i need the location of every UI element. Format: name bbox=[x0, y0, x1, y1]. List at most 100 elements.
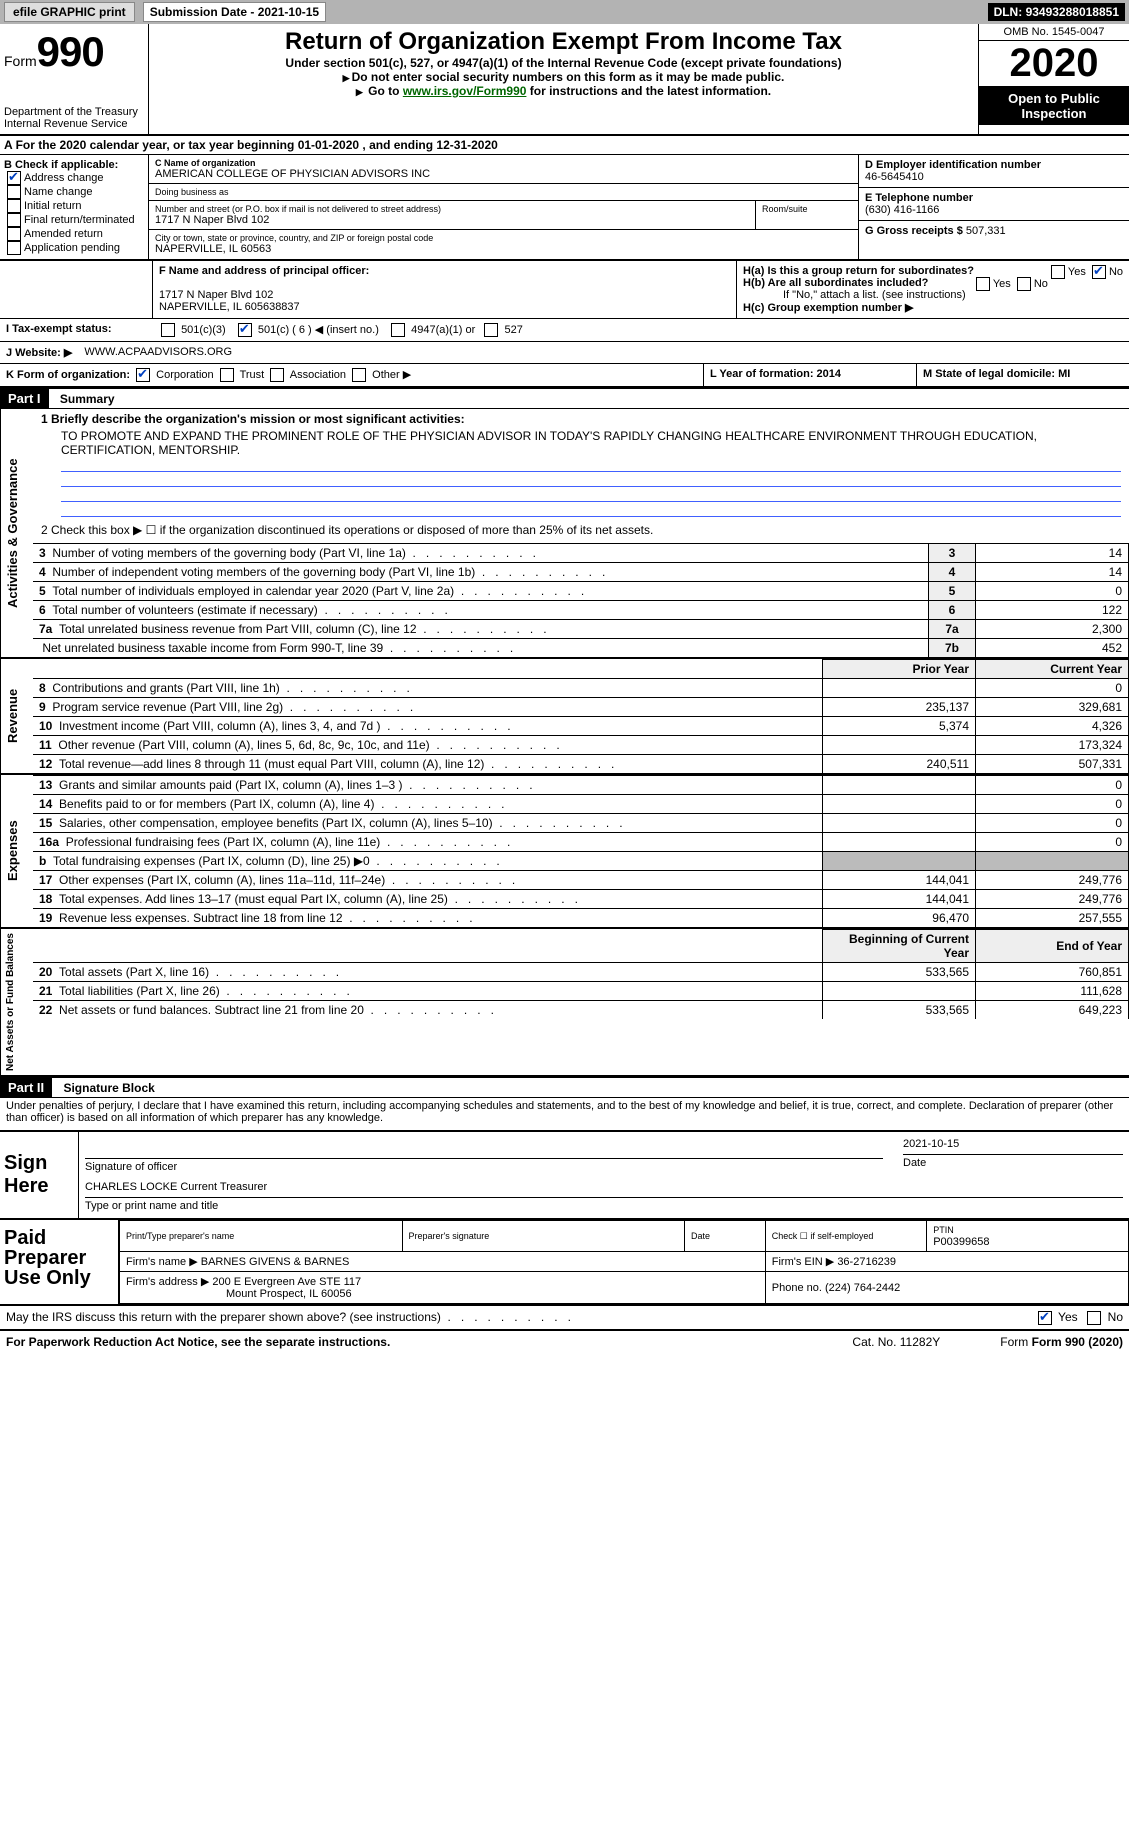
footer-row: For Paperwork Reduction Act Notice, see … bbox=[0, 1331, 1129, 1353]
opt-assoc: Association bbox=[290, 369, 346, 381]
row-klm: K Form of organization: Corporation Trus… bbox=[0, 364, 1129, 388]
discuss-row: May the IRS discuss this return with the… bbox=[0, 1306, 1129, 1331]
form-title-block: Form990 Department of the Treasury Inter… bbox=[0, 24, 1129, 136]
section-revenue: Revenue Prior Year Current Year 8 Contri… bbox=[0, 659, 1129, 775]
table-row: 20 Total assets (Part X, line 16) 533,56… bbox=[33, 963, 1129, 982]
table-lines-3-7: 3 Number of voting members of the govern… bbox=[33, 543, 1129, 657]
row-f-h: F Name and address of principal officer:… bbox=[0, 261, 1129, 319]
firm-addr2: Mount Prospect, IL 60056 bbox=[226, 1288, 352, 1300]
h-c-row: H(c) Group exemption number ▶ bbox=[743, 301, 1123, 314]
mission-text: TO PROMOTE AND EXPAND THE PROMINENT ROLE… bbox=[33, 429, 1129, 457]
goto-post: for instructions and the latest informat… bbox=[526, 84, 771, 98]
part2-title: Signature Block bbox=[63, 1081, 154, 1095]
phone-value: (630) 416-1166 bbox=[865, 204, 939, 216]
ein-cell: D Employer identification number 46-5645… bbox=[859, 155, 1129, 188]
side-revenue: Revenue bbox=[0, 659, 33, 773]
ein-label: D Employer identification number bbox=[865, 159, 1041, 171]
prep-row-3: Firm's address ▶ 200 E Evergreen Ave STE… bbox=[120, 1272, 1129, 1304]
state-domicile: M State of legal domicile: MI bbox=[923, 368, 1070, 380]
table-row: 16a Professional fundraising fees (Part … bbox=[33, 833, 1129, 852]
opt-501c3: 501(c)(3) bbox=[181, 324, 226, 336]
chk-address-change[interactable]: Address change bbox=[4, 171, 144, 185]
dept-treasury: Department of the Treasury bbox=[4, 106, 144, 118]
discuss-no-chk[interactable] bbox=[1087, 1311, 1101, 1325]
form-title: Return of Organization Exempt From Incom… bbox=[153, 28, 974, 56]
chk-application-pending-label: Application pending bbox=[24, 242, 120, 254]
h-b-yes: Yes bbox=[993, 278, 1011, 290]
section-governance: Activities & Governance 1 Briefly descri… bbox=[0, 409, 1129, 659]
efile-print-button[interactable]: efile GRAPHIC print bbox=[4, 2, 135, 22]
chk-527[interactable] bbox=[484, 323, 498, 337]
row-k-label: K Form of organization: bbox=[6, 369, 130, 381]
room-label: Room/suite bbox=[762, 204, 852, 214]
chk-final-return[interactable]: Final return/terminated bbox=[4, 213, 144, 227]
table-row: 18 Total expenses. Add lines 13–17 (must… bbox=[33, 890, 1129, 909]
addr-label: Number and street (or P.O. box if mail i… bbox=[155, 204, 749, 214]
table-row: 13 Grants and similar amounts paid (Part… bbox=[33, 776, 1129, 795]
discuss-yes-chk[interactable] bbox=[1038, 1311, 1052, 1325]
part1-bar: Part I Summary bbox=[0, 388, 1129, 409]
chk-application-pending[interactable]: Application pending bbox=[4, 241, 144, 255]
firm-addr-label: Firm's address ▶ bbox=[126, 1276, 209, 1288]
chk-501c3[interactable] bbox=[161, 323, 175, 337]
chk-name-change[interactable]: Name change bbox=[4, 185, 144, 199]
gross-receipts-label: G Gross receipts $ bbox=[865, 225, 966, 237]
prep-row-1: Print/Type preparer's name Preparer's si… bbox=[120, 1221, 1129, 1252]
city-value: NAPERVILLE, IL 60563 bbox=[155, 243, 852, 255]
form-number: 990 bbox=[37, 28, 104, 75]
table-row: 3 Number of voting members of the govern… bbox=[33, 544, 1129, 563]
form-title-center: Return of Organization Exempt From Incom… bbox=[149, 24, 978, 134]
website-label: J Website: ▶ bbox=[0, 342, 78, 363]
form-subtitle-2: Do not enter social security numbers on … bbox=[153, 70, 974, 84]
prep-h2: Preparer's signature bbox=[409, 1231, 490, 1241]
addr-row: Number and street (or P.O. box if mail i… bbox=[149, 201, 858, 230]
irs-link[interactable]: www.irs.gov/Form990 bbox=[403, 84, 527, 98]
chk-amended-return[interactable]: Amended return bbox=[4, 227, 144, 241]
box-b: B Check if applicable: Address change Na… bbox=[0, 155, 149, 259]
firm-phone: (224) 764-2442 bbox=[825, 1282, 900, 1294]
mission-rule-1 bbox=[61, 457, 1121, 472]
table-row: 17 Other expenses (Part IX, column (A), … bbox=[33, 871, 1129, 890]
table-row: 7a Total unrelated business revenue from… bbox=[33, 620, 1129, 639]
h-b-label: H(b) Are all subordinates included? bbox=[743, 277, 928, 289]
dln-label: DLN: bbox=[994, 5, 1026, 19]
table-expenses: 13 Grants and similar amounts paid (Part… bbox=[33, 775, 1129, 927]
phone-label: E Telephone number bbox=[865, 192, 973, 204]
chk-other[interactable] bbox=[352, 368, 366, 382]
firm-ein-label: Firm's EIN ▶ bbox=[772, 1256, 835, 1268]
box-c: C Name of organization AMERICAN COLLEGE … bbox=[149, 155, 858, 259]
gross-receipts-cell: G Gross receipts $ 507,331 bbox=[859, 221, 1129, 241]
opt-corp: Corporation bbox=[156, 369, 213, 381]
table-row: 5 Total number of individuals employed i… bbox=[33, 582, 1129, 601]
chk-address-change-label: Address change bbox=[24, 172, 104, 184]
hdr-begin-year: Beginning of Current Year bbox=[823, 930, 976, 963]
sig-officer-label: Signature of officer bbox=[85, 1161, 177, 1173]
section-expenses: Expenses 13 Grants and similar amounts p… bbox=[0, 775, 1129, 929]
sign-here-label: Sign Here bbox=[0, 1132, 79, 1218]
city-cell: City or town, state or province, country… bbox=[149, 230, 858, 258]
table-row: 12 Total revenue—add lines 8 through 11 … bbox=[33, 755, 1129, 774]
form-subtitle-1: Under section 501(c), 527, or 4947(a)(1)… bbox=[153, 56, 974, 70]
table-row: b Total fundraising expenses (Part IX, c… bbox=[33, 852, 1129, 871]
prep-row-2: Firm's name ▶ BARNES GIVENS & BARNES Fir… bbox=[120, 1252, 1129, 1272]
chk-corp[interactable] bbox=[136, 368, 150, 382]
header-grid: B Check if applicable: Address change Na… bbox=[0, 155, 1129, 261]
part1-title: Summary bbox=[60, 392, 115, 406]
opt-527: 527 bbox=[504, 324, 522, 336]
firm-name: BARNES GIVENS & BARNES bbox=[201, 1256, 350, 1268]
chk-4947[interactable] bbox=[391, 323, 405, 337]
chk-501c[interactable] bbox=[238, 323, 252, 337]
sig-date-label: Date bbox=[903, 1157, 926, 1169]
table-row: 19 Revenue less expenses. Subtract line … bbox=[33, 909, 1129, 928]
h-b-note: If "No," attach a list. (see instruction… bbox=[743, 289, 1123, 301]
chk-initial-return[interactable]: Initial return bbox=[4, 199, 144, 213]
chk-trust[interactable] bbox=[220, 368, 234, 382]
opt-4947: 4947(a)(1) or bbox=[411, 324, 475, 336]
ein-value: 46-5645410 bbox=[865, 171, 924, 183]
chk-assoc[interactable] bbox=[270, 368, 284, 382]
line2: 2 Check this box ▶ ☐ if the organization… bbox=[33, 517, 1129, 543]
dln-box: DLN: 93493288018851 bbox=[988, 3, 1125, 21]
sign-body: Signature of officer 2021-10-15 Date CHA… bbox=[79, 1132, 1129, 1218]
box-de: D Employer identification number 46-5645… bbox=[858, 155, 1129, 259]
line-a-pre: For the 2020 calendar year, or tax year … bbox=[16, 138, 298, 152]
